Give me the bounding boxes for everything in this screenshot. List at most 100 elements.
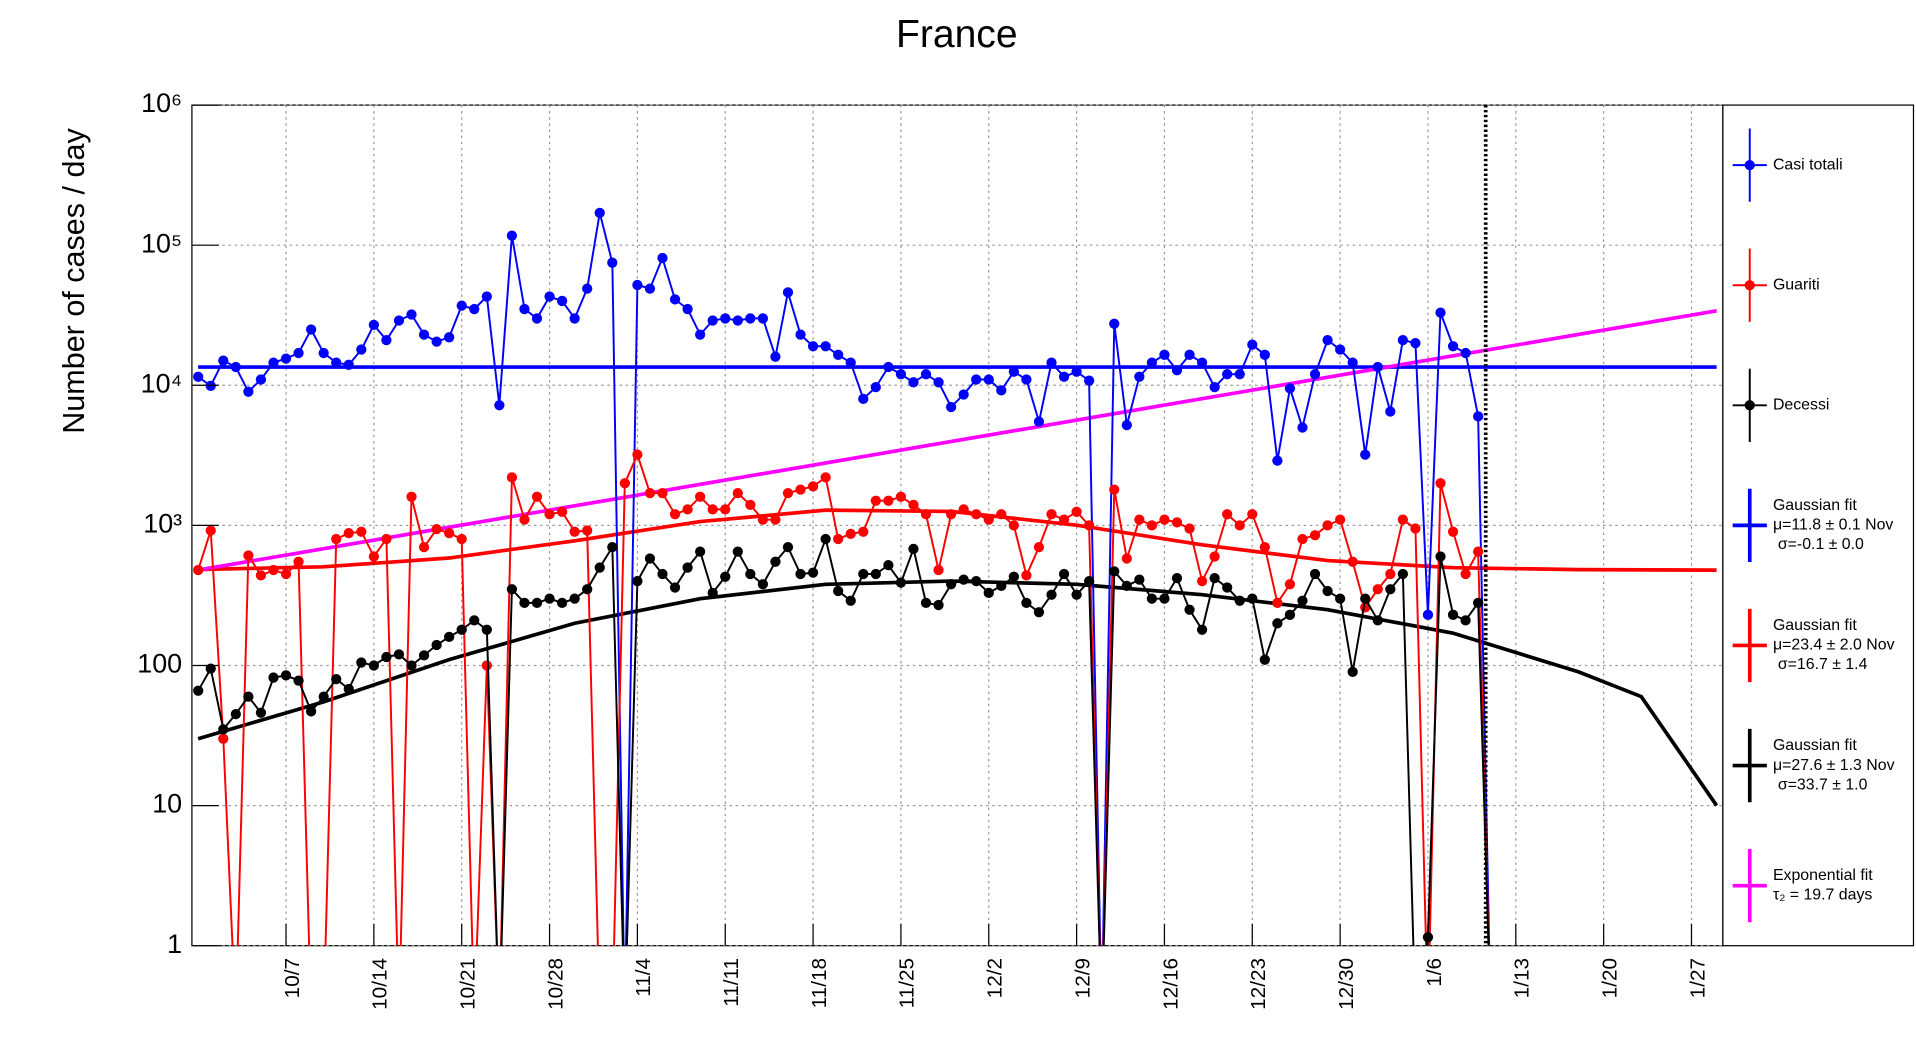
data-point: [418, 329, 430, 340]
data-point: [695, 329, 706, 340]
data-point: [920, 597, 932, 608]
legend-label: Gaussian fit: [1773, 737, 1857, 754]
legend-symbol: [1744, 400, 1755, 411]
legend-symbol: [1744, 159, 1755, 171]
data-point: [1171, 573, 1183, 584]
x-tick-label: 1/13: [1511, 958, 1534, 998]
data-point: [1460, 615, 1471, 626]
data-point: [895, 491, 907, 502]
data-point: [1209, 551, 1220, 562]
data-point: [1071, 506, 1082, 517]
data-point: [1222, 369, 1233, 380]
data-point: [1272, 455, 1283, 466]
x-tick-label: 11/18: [808, 958, 831, 1008]
data-point: [556, 597, 568, 608]
x-tick-label: 12/16: [1159, 958, 1182, 1010]
data-point: [193, 685, 204, 696]
data-point: [205, 525, 216, 536]
data-point: [418, 541, 430, 553]
x-tick-label: 12/23: [1247, 958, 1270, 1010]
data-point: [1134, 371, 1145, 382]
data-point: [318, 347, 329, 359]
legend: Casi totali Guariti Decessi Gaussian fit μ=1…: [1732, 128, 1895, 923]
fit-line: [197, 579, 1719, 807]
data-point: [218, 733, 229, 744]
data-point: [1209, 573, 1220, 584]
data-point: [393, 649, 405, 660]
data-point: [820, 341, 831, 352]
data-point: [1247, 339, 1258, 350]
data-point: [996, 509, 1007, 520]
data-point: [669, 294, 681, 305]
data-point: [707, 587, 718, 598]
data-point: [243, 691, 254, 702]
data-point: [343, 359, 354, 370]
data-point: [556, 506, 568, 517]
data-point: [1372, 584, 1383, 595]
data-point: [958, 389, 969, 400]
data-point: [1159, 349, 1170, 360]
data-point: [381, 335, 392, 346]
y-tick-label: 100: [137, 649, 182, 679]
data-point: [1033, 607, 1045, 618]
data-point: [682, 562, 693, 573]
data-point: [1422, 609, 1434, 620]
data-point: [1447, 341, 1459, 352]
data-point: [506, 472, 518, 483]
data-point: [1284, 383, 1296, 394]
data-point: [1046, 509, 1057, 520]
x-tick-label: 11/4: [632, 958, 655, 997]
data-point: [833, 533, 844, 545]
data-point: [607, 257, 618, 268]
plot-area: [193, 207, 1719, 946]
data-point: [531, 597, 543, 608]
data-point: [1309, 530, 1321, 541]
data-point: [695, 491, 706, 502]
data-point: [531, 313, 543, 324]
data-point: [1347, 666, 1358, 678]
data-point: [556, 295, 568, 307]
x-tick-label: 11/25: [896, 958, 919, 1008]
data-point: [356, 526, 367, 537]
data-point: [782, 487, 794, 499]
series-line: [197, 451, 1490, 946]
data-point: [1309, 568, 1321, 580]
data-point: [644, 487, 656, 499]
data-point: [1109, 566, 1120, 577]
legend-label: Decessi: [1773, 396, 1829, 413]
data-point: [1121, 553, 1132, 564]
data-point: [582, 525, 593, 536]
data-point: [1473, 597, 1484, 608]
data-point: [745, 499, 756, 511]
data-point: [1033, 541, 1045, 553]
data-point: [1473, 546, 1484, 557]
data-point: [1058, 568, 1070, 580]
data-point: [1222, 509, 1233, 520]
data-point: [770, 351, 781, 362]
data-point: [619, 478, 630, 489]
data-point: [243, 386, 254, 397]
data-point: [983, 514, 994, 525]
data-point: [807, 567, 819, 578]
data-point: [1272, 597, 1283, 608]
data-point: [858, 526, 869, 537]
data-point: [807, 481, 819, 492]
data-point: [1134, 574, 1145, 585]
data-point: [632, 449, 643, 460]
data-point: [544, 509, 555, 520]
data-point: [996, 580, 1007, 592]
y-tick-label: 10⁶: [141, 88, 182, 118]
data-point: [1322, 335, 1333, 346]
data-point: [444, 631, 455, 643]
data-point: [293, 347, 304, 359]
data-point: [720, 313, 731, 324]
data-point: [1196, 357, 1208, 368]
legend-label: Exponential fit: [1773, 867, 1873, 884]
data-point: [1360, 593, 1371, 604]
data-point: [368, 319, 379, 330]
data-point: [406, 309, 417, 320]
data-point: [807, 341, 819, 352]
data-point: [945, 401, 957, 413]
data-point: [657, 487, 668, 499]
